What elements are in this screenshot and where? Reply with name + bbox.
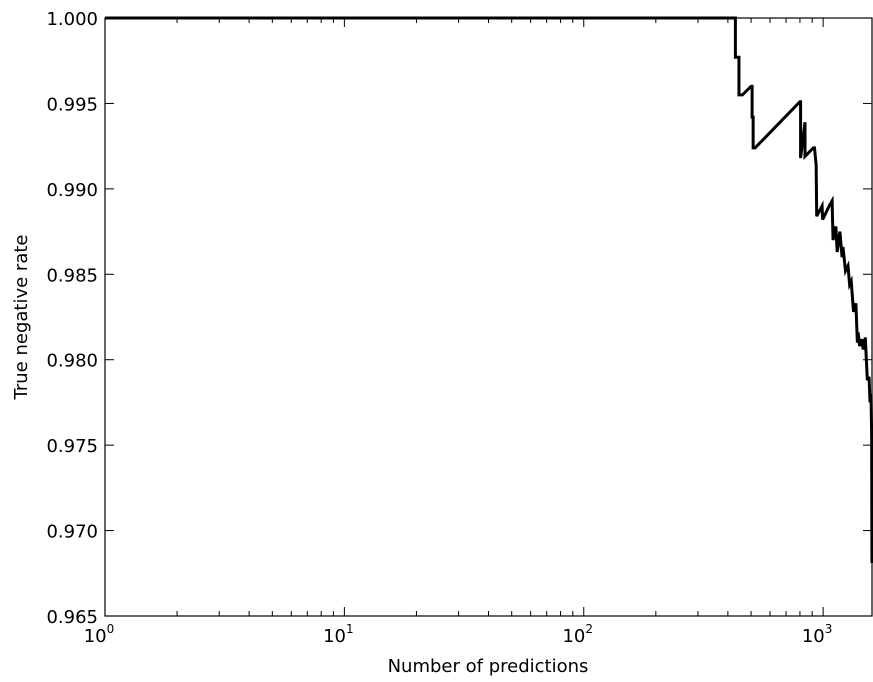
x-tick-exponent: 3 bbox=[825, 622, 833, 636]
x-tick-exponent: 2 bbox=[585, 622, 593, 636]
x-tick-label: 101 bbox=[323, 622, 354, 647]
x-axis-label: Number of predictions bbox=[388, 656, 589, 677]
y-tick-label: 0.965 bbox=[46, 607, 98, 628]
y-tick-label: 0.975 bbox=[46, 436, 98, 457]
y-tick-label: 0.995 bbox=[46, 94, 98, 115]
y-tick-label: 0.985 bbox=[46, 265, 98, 286]
plot-background bbox=[105, 18, 872, 616]
y-tick-label: 0.980 bbox=[46, 351, 98, 372]
y-tick-label: 0.990 bbox=[46, 180, 98, 201]
y-axis-label: True negative rate bbox=[11, 235, 32, 401]
series-line bbox=[105, 16, 873, 564]
x-tick-base: 10 bbox=[562, 626, 585, 647]
x-tick-base: 10 bbox=[802, 626, 825, 647]
x-tick-label: 100 bbox=[84, 622, 115, 647]
x-tick-label: 102 bbox=[562, 622, 593, 647]
x-tick-exponent: 0 bbox=[107, 622, 115, 636]
x-tick-exponent: 1 bbox=[346, 622, 354, 636]
x-tick-base: 10 bbox=[323, 626, 346, 647]
x-tick-label: 103 bbox=[802, 622, 833, 647]
y-axis-ticks: 0.965 0.970 0.975 0.980 0.985 0.990 0.995 1.000 bbox=[46, 9, 872, 628]
x-tick-base: 10 bbox=[84, 626, 107, 647]
y-tick-label: 0.970 bbox=[46, 522, 98, 543]
plot-frame bbox=[104, 17, 873, 617]
y-tick-label: 1.000 bbox=[46, 9, 98, 30]
x-axis-ticks: 100 101 102 103 bbox=[84, 18, 833, 647]
